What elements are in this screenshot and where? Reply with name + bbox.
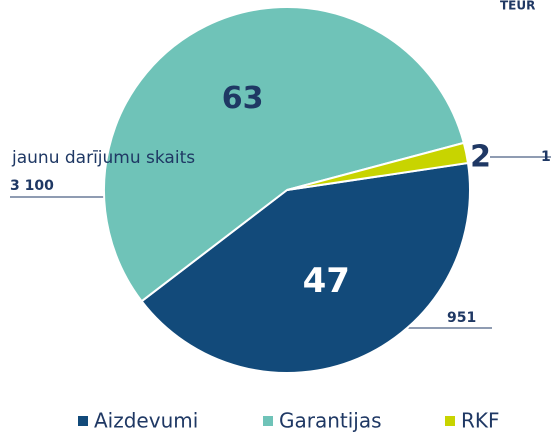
- legend-label: Garantijas: [279, 409, 382, 433]
- legend-label: RKF: [461, 409, 500, 433]
- annotation: 951: [447, 310, 476, 326]
- data-label: 47: [303, 261, 350, 301]
- annotation: jaunu darījumu skaits: [11, 148, 195, 168]
- legend-label: Aizdevumi: [94, 409, 198, 433]
- annotation: 1: [541, 149, 551, 165]
- pie-slice: [286, 141, 470, 191]
- annotation: 3 100: [10, 178, 54, 194]
- annotation: TEUR: [500, 0, 535, 13]
- legend-swatch: [78, 416, 88, 426]
- legend-swatch: [263, 416, 273, 426]
- data-label: 63: [222, 81, 264, 116]
- pie-slice: [103, 6, 466, 303]
- legend-swatch: [445, 416, 455, 426]
- data-label: 2: [470, 139, 491, 174]
- pie-slice: [140, 161, 471, 374]
